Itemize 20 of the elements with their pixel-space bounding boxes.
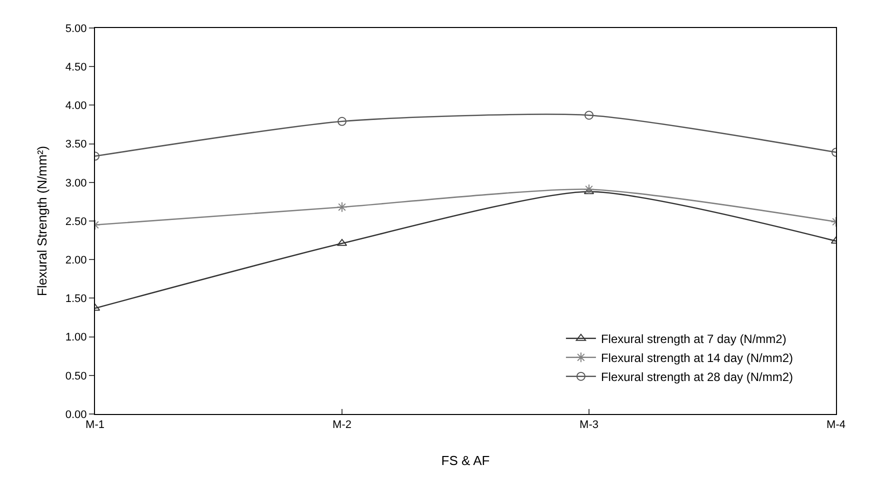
y-tick-label: 2.00: [65, 254, 87, 266]
x-axis-title: FS & AF: [441, 452, 490, 468]
legend-label: Flexural strength at 14 day (N/mm2): [600, 351, 794, 366]
y-tick-label: 0.00: [65, 408, 87, 421]
x-tick-label: M-4: [826, 419, 846, 432]
legend-label: Flexural strength at 28 day (N/mm2): [600, 370, 794, 384]
y-axis-title: Flexural Strength (N/mm²): [34, 146, 50, 296]
legend-label: Flexural strength at 7 day (N/mm2): [600, 332, 786, 346]
x-tick-label: M-2: [332, 419, 352, 432]
y-tick-label: 3.00: [65, 177, 87, 190]
y-tick-label: 1.00: [65, 332, 87, 344]
y-tick-label: 4.50: [65, 61, 87, 74]
y-tick-label: 5.00: [65, 22, 87, 35]
y-tick-label: 1.50: [65, 293, 87, 306]
y-tick-label: 3.50: [65, 138, 87, 151]
y-tick-label: 4.00: [65, 100, 87, 112]
x-tick-label: M-1: [86, 419, 104, 432]
y-tick-label: 0.50: [65, 370, 87, 382]
x-tick-label: M-3: [580, 419, 598, 432]
y-tick-label: 2.50: [65, 216, 87, 228]
